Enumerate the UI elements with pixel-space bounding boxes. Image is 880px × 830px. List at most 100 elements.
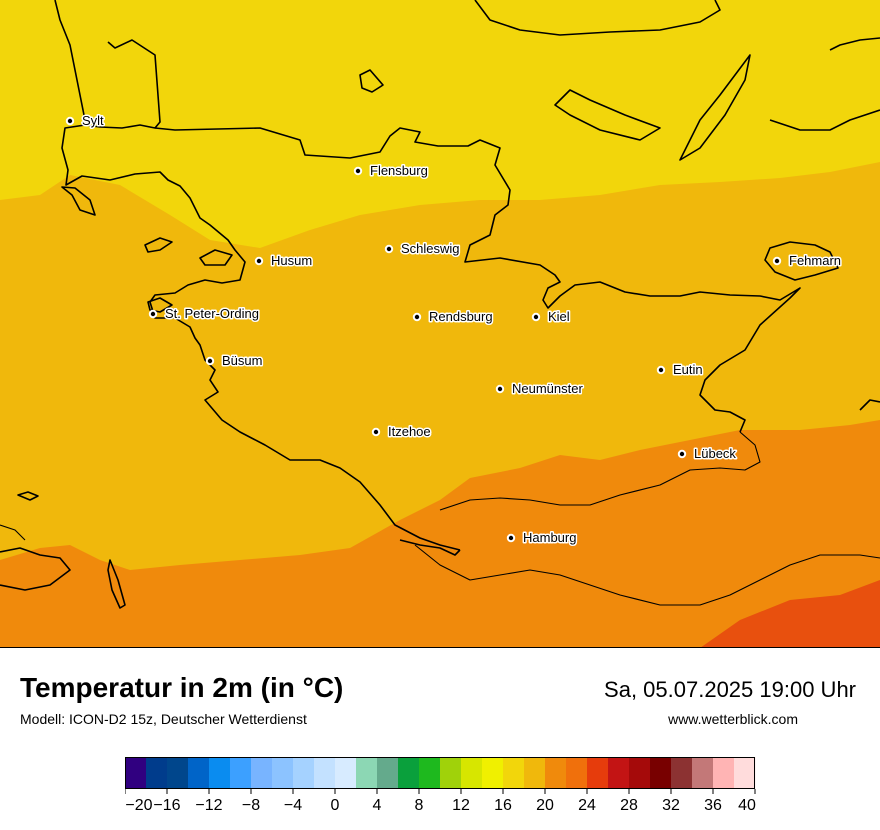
legend-tick-label: −4: [284, 797, 302, 814]
city-eutin: Eutin: [656, 361, 704, 379]
temperature-zone-hot: [701, 580, 880, 647]
temperature-map: Sylt Flensburg Schleswig Husum Fehmarn S…: [0, 0, 880, 648]
website-link[interactable]: www.wetterblick.com: [668, 711, 798, 727]
legend-swatch: [377, 757, 399, 789]
legend-swatch: [650, 757, 672, 789]
forecast-datetime: Sa, 05.07.2025 19:00 Uhr: [604, 677, 856, 702]
model-source: Modell: ICON-D2 15z, Deutscher Wetterdie…: [20, 711, 307, 727]
legend-swatch: [125, 757, 147, 789]
city-label: Hamburg: [523, 530, 576, 545]
city-label: Itzehoe: [388, 424, 431, 439]
legend-swatch: [440, 757, 462, 789]
city-buesum: Büsum: [205, 352, 264, 370]
city-dot: [148, 309, 158, 319]
legend-swatch: [671, 757, 693, 789]
legend-swatch: [608, 757, 630, 789]
city-husum: Husum: [254, 252, 314, 270]
city-fehmarn: Fehmarn: [772, 252, 843, 270]
legend-tick-label: 16: [494, 797, 512, 814]
city-itzehoe: Itzehoe: [371, 423, 432, 441]
city-dot: [531, 312, 541, 322]
city-dot: [254, 256, 264, 266]
legend-swatch: [587, 757, 609, 789]
legend-tick-label: 20: [536, 797, 554, 814]
city-dot: [384, 244, 394, 254]
legend-swatch: [566, 757, 588, 789]
legend-tick-label: 32: [662, 797, 680, 814]
legend-tick-label: −20: [125, 797, 152, 814]
legend-tick-label: −16: [153, 797, 180, 814]
state-borders: [0, 431, 880, 606]
legend-tick-label: 4: [373, 797, 382, 814]
legend-swatch: [251, 757, 273, 789]
legend-tick-label: −12: [195, 797, 222, 814]
coastlines: [0, 0, 880, 609]
city-st-peter-ording: St. Peter-Ording: [148, 305, 260, 323]
legend-swatch: [398, 757, 420, 789]
legend-swatch: [230, 757, 252, 789]
legend-swatch: [293, 757, 315, 789]
city-label: Kiel: [548, 309, 570, 324]
city-label: Husum: [271, 253, 312, 268]
city-dot: [506, 533, 516, 543]
legend-swatch: [461, 757, 483, 789]
color-legend: −20 −16 −12 −8 −4 0 4 8 12 16 20 24 28 32 36 40: [124, 757, 765, 828]
legend-tick-label: 40: [738, 797, 756, 814]
legend-swatch: [713, 757, 735, 789]
city-label: Lübeck: [694, 446, 736, 461]
legend-swatch: [524, 757, 546, 789]
temperature-zone-warm: [0, 420, 880, 647]
city-label: Büsum: [222, 353, 262, 368]
legend-tick-label: 36: [704, 797, 722, 814]
map-title: Temperatur in 2m (in °C): [20, 672, 344, 703]
city-dot: [353, 166, 363, 176]
color-legend-svg: −20 −16 −12 −8 −4 0 4 8 12 16 20 24 28 32 36 40: [124, 757, 756, 814]
city-dot: [772, 256, 782, 266]
legend-tick-label: 28: [620, 797, 638, 814]
legend-tick-label: 8: [415, 797, 424, 814]
legend-swatch: [419, 757, 441, 789]
city-label: Sylt: [82, 113, 104, 128]
city-dot: [205, 356, 215, 366]
city-label: Flensburg: [370, 163, 428, 178]
legend-swatch: [356, 757, 378, 789]
legend-swatch: [209, 757, 231, 789]
legend-swatch: [272, 757, 294, 789]
legend-swatch: [167, 757, 189, 789]
city-label: Eutin: [673, 362, 703, 377]
city-schleswig: Schleswig: [384, 240, 461, 258]
legend-swatch: [482, 757, 504, 789]
city-flensburg: Flensburg: [353, 162, 429, 180]
legend-swatch: [314, 757, 336, 789]
legend-tick-label: −8: [242, 797, 260, 814]
city-label: Schleswig: [401, 241, 460, 256]
map-canvas: Sylt Flensburg Schleswig Husum Fehmarn S…: [0, 0, 880, 647]
city-hamburg: Hamburg: [506, 529, 578, 547]
city-dot: [495, 384, 505, 394]
city-neumuenster: Neumünster: [495, 380, 585, 398]
legend-tick-label: 12: [452, 797, 470, 814]
legend-swatch: [734, 757, 756, 789]
legend-frame: [125, 757, 755, 789]
city-dot: [412, 312, 422, 322]
legend-tick-label: 24: [578, 797, 596, 814]
city-rendsburg: Rendsburg: [412, 308, 494, 326]
city-label: Rendsburg: [429, 309, 493, 324]
legend-tick-label: 0: [331, 797, 340, 814]
city-dot: [677, 449, 687, 459]
city-label: St. Peter-Ording: [165, 306, 259, 321]
city-label: Neumünster: [512, 381, 583, 396]
city-dot: [65, 116, 75, 126]
city-dot: [371, 427, 381, 437]
legend-swatch: [335, 757, 357, 789]
legend-swatch: [692, 757, 714, 789]
legend-swatch: [503, 757, 525, 789]
legend-swatch: [146, 757, 168, 789]
legend-swatch: [545, 757, 567, 789]
city-dot: [656, 365, 666, 375]
city-kiel: Kiel: [531, 308, 571, 326]
legend-swatch: [629, 757, 651, 789]
legend-swatch: [188, 757, 210, 789]
city-sylt: Sylt: [65, 112, 106, 130]
city-markers: Sylt Flensburg Schleswig Husum Fehmarn S…: [65, 112, 843, 547]
